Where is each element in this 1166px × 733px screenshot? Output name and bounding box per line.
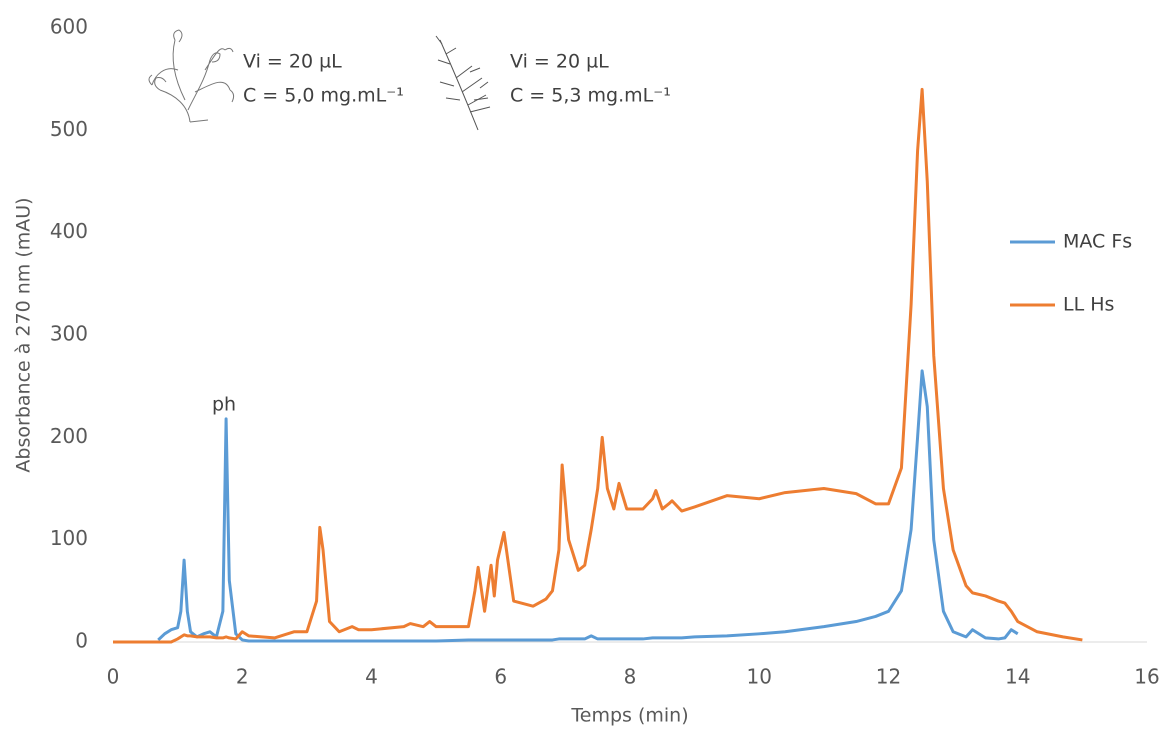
x-tick-label: 10 [747,665,772,689]
y-tick-label: 300 [50,322,88,346]
annotation: C = 5,3 mg.mL⁻¹ [510,85,671,107]
y-tick-label: 400 [50,219,88,243]
y-axis-title: Absorbance à 270 nm (mAU) [13,197,35,472]
legend-label: MAC Fs [1063,231,1132,253]
x-axis-title: Temps (min) [570,705,688,727]
y-tick-label: 0 [75,629,88,653]
x-tick-label: 4 [365,665,378,689]
x-tick-label: 8 [624,665,637,689]
y-tick-label: 600 [50,15,88,39]
annotation: ph [212,394,236,416]
y-tick-label: 100 [50,526,88,550]
annotation: Vi = 20 µL [243,51,342,73]
seaweed-icon [435,35,491,131]
legend-label: LL Hs [1063,294,1114,316]
annotation: Vi = 20 µL [510,51,609,73]
x-tick-label: 0 [107,665,120,689]
seaweed-icon [148,29,235,123]
x-tick-label: 14 [1005,665,1030,689]
series-line [157,369,1019,643]
x-tick-label: 12 [876,665,901,689]
y-tick-label: 200 [50,424,88,448]
annotation: C = 5,0 mg.mL⁻¹ [243,85,404,107]
series-line [113,87,1083,644]
x-tick-label: 6 [494,665,507,689]
x-tick-label: 16 [1134,665,1159,689]
x-tick-label: 2 [236,665,249,689]
y-tick-label: 500 [50,117,88,141]
